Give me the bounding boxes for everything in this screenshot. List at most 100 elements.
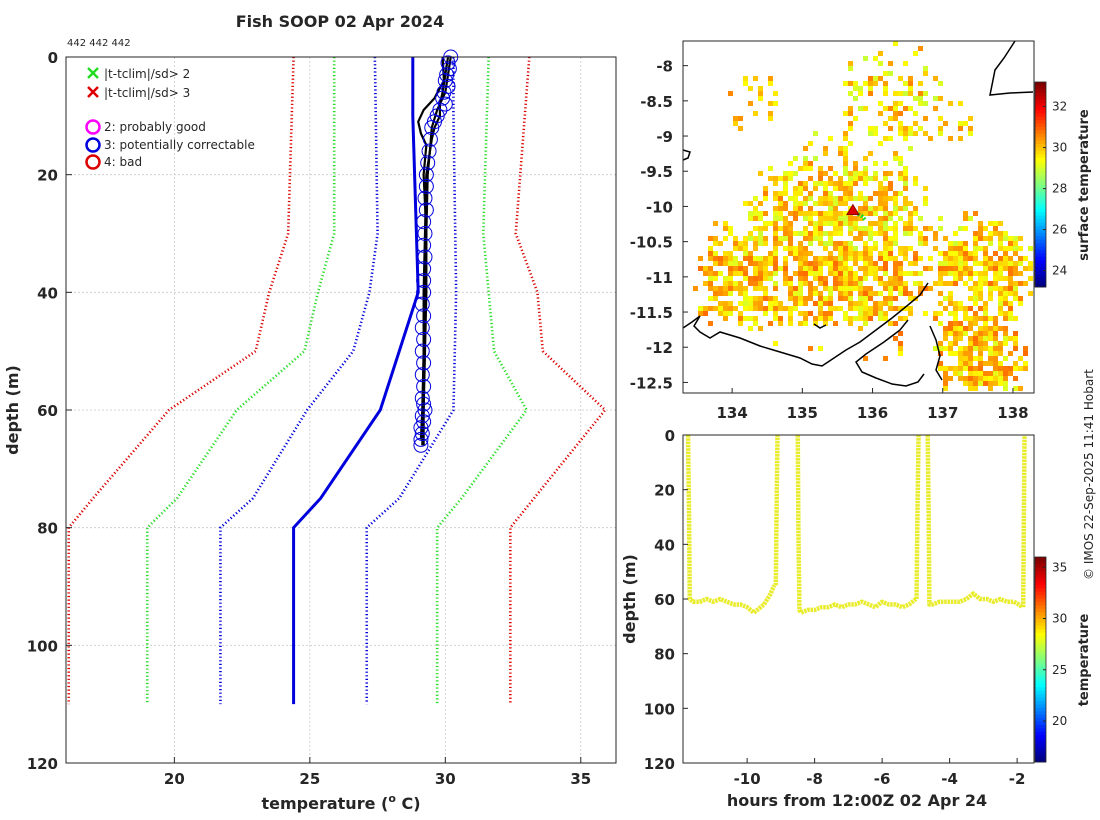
map-ytick-label: -10	[646, 198, 673, 216]
sst-cell	[968, 371, 973, 376]
sst-cell	[883, 316, 888, 321]
sst-cell	[753, 241, 758, 246]
sst-cell	[903, 171, 908, 176]
sst-cell	[828, 316, 833, 321]
sst-cell	[988, 336, 993, 341]
sst-cell	[818, 296, 823, 301]
sst-cell	[1018, 296, 1023, 301]
sst-cell	[1003, 336, 1008, 341]
sst-cell	[713, 221, 718, 226]
sst-cell	[813, 316, 818, 321]
sst-cell	[848, 216, 853, 221]
sst-cell	[968, 366, 973, 371]
sst-cell	[988, 296, 993, 301]
colorbar-segment	[1035, 570, 1046, 575]
sst-cell	[868, 151, 873, 156]
sst-cell	[863, 226, 868, 231]
colorbar-segment	[1035, 259, 1046, 264]
sst-cell	[743, 76, 748, 81]
sst-cell	[863, 241, 868, 246]
sst-cell	[853, 96, 858, 101]
sst-cell	[828, 236, 833, 241]
sst-cell	[1013, 251, 1018, 256]
sst-cell	[998, 326, 1003, 331]
sst-cell	[1018, 356, 1023, 361]
sst-cell	[893, 321, 898, 326]
sst-cell	[878, 301, 883, 306]
sst-cell	[803, 186, 808, 191]
sst-cell	[798, 311, 803, 316]
sst-cell	[978, 226, 983, 231]
sst-cell	[898, 176, 903, 181]
sst-cell	[888, 276, 893, 281]
sst-cell	[983, 316, 988, 321]
sst-cell	[903, 251, 908, 256]
colorbar-segment	[1035, 88, 1046, 93]
colorbar-segment	[1035, 269, 1046, 274]
sst-cell	[758, 266, 763, 271]
sst-cell	[898, 121, 903, 126]
sst-cell	[878, 256, 883, 261]
sst-cell	[698, 266, 703, 271]
colorbar-segment	[1035, 205, 1046, 209]
sst-cell	[748, 201, 753, 206]
sst-cell	[948, 266, 953, 271]
sst-cell	[918, 46, 923, 51]
sst-cell	[833, 306, 838, 311]
sst-cell	[848, 316, 853, 321]
sst-cell	[893, 241, 898, 246]
ts-segment	[685, 434, 777, 615]
sst-cell	[993, 341, 998, 346]
sst-cell	[773, 246, 778, 251]
flag3-circle	[413, 437, 429, 453]
sst-cell	[848, 301, 853, 306]
sst-cell	[768, 101, 773, 106]
sst-cell	[768, 296, 773, 301]
sst-cell	[763, 296, 768, 301]
sst-cell	[963, 261, 968, 266]
sst-cell	[943, 281, 948, 286]
sst-cell	[728, 286, 733, 291]
sst-cell	[953, 321, 958, 326]
map-xtick-label: 137	[927, 404, 958, 422]
sst-cell	[843, 241, 848, 246]
sst-cell	[1013, 316, 1018, 321]
sst-cell	[773, 191, 778, 196]
colorbar-segment	[1035, 557, 1046, 561]
sst-cell	[938, 261, 943, 266]
colorbar-segment	[1035, 246, 1046, 250]
sst-cell	[878, 226, 883, 231]
sst-cell	[748, 101, 753, 106]
sst-cell	[958, 126, 963, 131]
sst-cell	[758, 306, 763, 311]
sst-cell	[963, 306, 968, 311]
sst-cell	[878, 61, 883, 66]
sst-cell	[828, 271, 833, 276]
sst-cell	[863, 311, 868, 316]
colorbar-segment	[1035, 283, 1046, 288]
sst-cell	[913, 211, 918, 216]
sst-cell	[888, 281, 893, 286]
sst-cell	[873, 161, 878, 166]
sst-cell	[938, 351, 943, 356]
sst-cell	[848, 171, 853, 176]
sst-cell	[908, 296, 913, 301]
colorbar-segment	[1035, 167, 1046, 172]
sst-cell	[803, 316, 808, 321]
sst-cell	[938, 266, 943, 271]
sst-cell	[868, 246, 873, 251]
flag3-circle	[416, 378, 432, 394]
sst-cell	[908, 126, 913, 131]
sst-cell	[963, 266, 968, 271]
sst-cell	[768, 301, 773, 306]
sst-cell	[748, 306, 753, 311]
sst-cell	[743, 271, 748, 276]
sst-cell	[883, 106, 888, 111]
sst-cell	[978, 231, 983, 236]
sst-cell	[708, 296, 713, 301]
flag3-circle	[414, 296, 430, 312]
sst-cell	[848, 226, 853, 231]
sst-cell	[968, 271, 973, 276]
sst-cell	[958, 266, 963, 271]
